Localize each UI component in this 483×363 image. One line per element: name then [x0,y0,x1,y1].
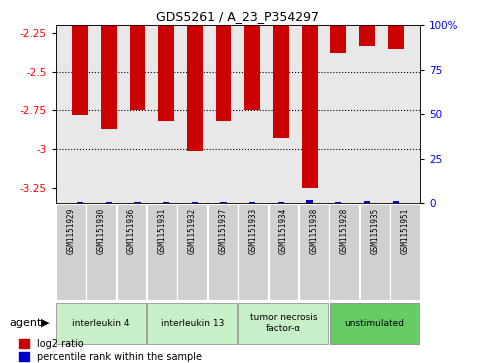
Text: GSM1151934: GSM1151934 [279,208,288,254]
FancyBboxPatch shape [299,204,329,300]
Bar [278,202,284,203]
Text: GSM1151938: GSM1151938 [309,208,318,254]
Bar [249,202,256,203]
Legend: log2 ratio, percentile rank within the sample: log2 ratio, percentile rank within the s… [19,339,202,362]
Bar [77,202,83,203]
Text: GSM1151929: GSM1151929 [66,208,75,254]
Bar [163,202,169,203]
Bar [192,202,198,203]
Bar [72,25,88,115]
Bar [273,25,289,138]
Text: tumor necrosis
factor-α: tumor necrosis factor-α [250,313,317,333]
Bar [187,25,203,151]
Text: GSM1151935: GSM1151935 [370,208,379,254]
FancyBboxPatch shape [116,204,146,300]
Text: GSM1151933: GSM1151933 [249,208,257,254]
Title: GDS5261 / A_23_P354297: GDS5261 / A_23_P354297 [156,10,319,23]
Bar [101,25,116,129]
Text: GSM1151932: GSM1151932 [188,208,197,254]
Bar [330,25,346,53]
Text: GSM1151930: GSM1151930 [97,208,106,254]
Text: interleukin 4: interleukin 4 [72,319,130,327]
Bar [129,25,145,110]
Text: GSM1151937: GSM1151937 [218,208,227,254]
Text: GSM1151931: GSM1151931 [157,208,167,254]
FancyBboxPatch shape [208,204,238,300]
Text: unstimulated: unstimulated [345,319,405,327]
FancyBboxPatch shape [238,204,268,300]
Bar [393,201,399,203]
Bar [220,202,227,203]
FancyBboxPatch shape [177,204,207,300]
FancyBboxPatch shape [360,204,389,300]
FancyBboxPatch shape [86,204,116,300]
FancyBboxPatch shape [147,303,237,343]
Bar [307,200,313,203]
Bar [215,25,231,121]
Bar [359,25,375,45]
FancyBboxPatch shape [269,204,298,300]
Bar [364,201,370,203]
Text: agent: agent [10,318,42,328]
FancyBboxPatch shape [56,303,146,343]
FancyBboxPatch shape [147,204,177,300]
FancyBboxPatch shape [329,204,359,300]
FancyBboxPatch shape [56,204,85,300]
Text: GSM1151951: GSM1151951 [400,208,410,254]
Text: interleukin 13: interleukin 13 [161,319,224,327]
Bar [302,25,317,188]
Bar [388,25,404,49]
Text: GSM1151936: GSM1151936 [127,208,136,254]
Bar [158,25,174,121]
Text: ▶: ▶ [41,318,50,328]
FancyBboxPatch shape [239,303,328,343]
Text: GSM1151928: GSM1151928 [340,208,349,254]
Bar [244,25,260,110]
Bar [106,202,112,203]
Bar [134,202,141,203]
Bar [335,202,341,203]
FancyBboxPatch shape [390,204,420,300]
FancyBboxPatch shape [330,303,420,343]
